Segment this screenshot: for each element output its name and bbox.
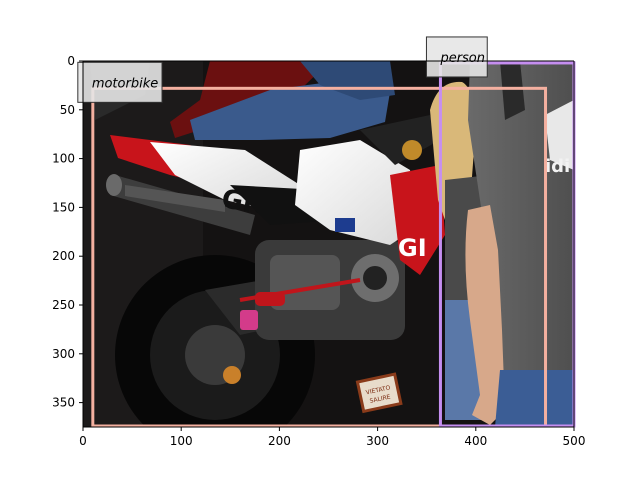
y-axis-ticks: 0 50 100 150 200 250 300 350 — [52, 54, 83, 410]
detection-boxes: motorbike person — [77, 36, 576, 428]
svg-text:SALIRE: SALIRE — [369, 394, 391, 405]
person-label-text: person — [439, 51, 485, 66]
x-tick-label: 0 — [79, 434, 87, 448]
motorbike-label-box — [77, 61, 163, 103]
y-tick-label: 250 — [52, 298, 75, 312]
x-tick-label: 300 — [366, 434, 389, 448]
axes: 0 100 200 300 400 500 0 50 100 150 200 250 300 350 — [52, 54, 585, 448]
x-tick-label: 200 — [268, 434, 291, 448]
x-axis-ticks: 0 100 200 300 400 500 — [79, 427, 585, 448]
y-tick-label: 350 — [52, 396, 75, 410]
x-tick-label: 500 — [563, 434, 586, 448]
y-tick-label: 300 — [52, 347, 75, 361]
x-tick-label: 100 — [170, 434, 193, 448]
y-tick-label: 100 — [52, 152, 75, 166]
x-tick-label: 400 — [464, 434, 487, 448]
motorbike-bounding-box — [91, 86, 548, 428]
motorbike-shape: GIU GI VIETATO SALIRE — [106, 115, 445, 427]
svg-text:GI: GI — [398, 234, 427, 262]
man-person-shape: idi — [465, 61, 574, 427]
photo: GIU GI VIETATO SALIRE — [83, 61, 574, 427]
motorbike-label-text: motorbike — [92, 76, 158, 91]
y-tick-label: 0 — [67, 54, 75, 68]
svg-text:idi: idi — [545, 156, 570, 177]
y-tick-label: 150 — [52, 200, 75, 214]
person-label-box — [425, 36, 488, 78]
y-tick-label: 200 — [52, 249, 75, 263]
y-tick-label: 50 — [60, 103, 75, 117]
